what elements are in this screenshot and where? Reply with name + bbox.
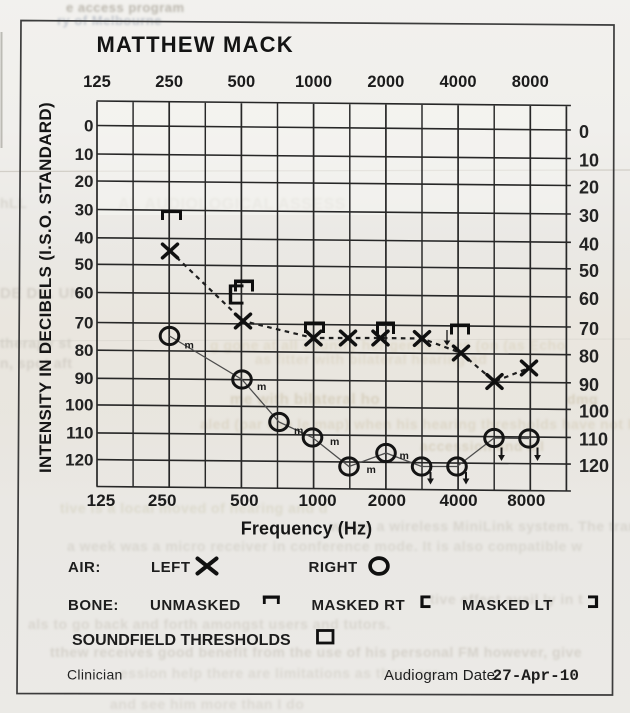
svg-text:40: 40 (75, 229, 94, 248)
svg-text:60: 60 (579, 289, 599, 309)
svg-text:m: m (330, 436, 339, 448)
svg-text:tive effect avail ly in t: tive effect avail ly in t (430, 591, 583, 607)
svg-text:AIR:: AIR: (68, 559, 101, 576)
svg-text:10: 10 (75, 145, 94, 164)
svg-text:m: m (257, 381, 266, 393)
svg-text:500: 500 (227, 73, 255, 91)
svg-text:50: 50 (75, 255, 94, 274)
svg-text:70: 70 (75, 313, 94, 332)
svg-text:1000: 1000 (295, 73, 332, 91)
svg-text:40: 40 (579, 234, 599, 254)
svg-text:DE DR. UNI: DE DR. UNI (0, 285, 86, 302)
svg-text:0: 0 (579, 122, 589, 142)
svg-text:aled (par can le map) when his: aled (par can le map) when his hearing t… (200, 416, 630, 432)
svg-text:4000: 4000 (439, 491, 477, 510)
svg-text:als to go back and forth among: als to go back and forth amongst users a… (28, 616, 391, 632)
svg-text:90: 90 (579, 375, 599, 395)
svg-text:Audiogram Date: Audiogram Date (384, 667, 495, 684)
svg-text:tthew receives good benefit fr: tthew receives good benefit from the use… (50, 644, 582, 660)
svg-text:250: 250 (148, 491, 177, 510)
svg-text:RIGHT: RIGHT (309, 559, 358, 576)
svg-text:hLL: hLL (0, 195, 27, 211)
svg-text:and see him more than I do: and see him more than I do (110, 696, 304, 712)
svg-text:120: 120 (579, 456, 609, 476)
svg-text:tive is a local moved of heari: tive is a local moved of hearing and d (60, 500, 328, 516)
svg-text:MASKED LT: MASKED LT (462, 597, 553, 614)
svg-text:ession help there are limitati: ession help there are limitations as the… (120, 665, 439, 681)
svg-text:60: 60 (75, 283, 94, 302)
svg-text:2000: 2000 (367, 73, 404, 91)
svg-text:125: 125 (83, 73, 111, 91)
svg-text:m: m (367, 464, 376, 476)
svg-text:80: 80 (579, 347, 599, 367)
svg-text:20: 20 (75, 172, 94, 191)
svg-text:BONE:: BONE: (68, 597, 119, 614)
svg-text:m: m (185, 340, 194, 352)
svg-text:4000: 4000 (440, 73, 477, 91)
svg-text:MATTHEW MACK: MATTHEW MACK (97, 32, 294, 57)
svg-text:SOUNDFIELD THRESHOLDS: SOUNDFIELD THRESHOLDS (72, 632, 291, 649)
svg-text:90: 90 (75, 369, 94, 388)
svg-text:1000: 1000 (298, 491, 336, 510)
svg-text:wears a wireless MiniLink syst: wears a wireless MiniLink system. The tr… (329, 518, 630, 534)
svg-text:LEFT: LEFT (151, 559, 191, 576)
svg-text:INTENSITY IN DECIBELS (I.S.O.: INTENSITY IN DECIBELS (I.S.O. STANDARD) (36, 102, 55, 473)
svg-text:dmg: dmg (567, 391, 598, 407)
svg-text:27-Apr-10: 27-Apr-10 (493, 667, 579, 685)
svg-text:125: 125 (87, 491, 116, 510)
svg-text:n, spot aft: n, spot aft (0, 355, 72, 371)
svg-text:80: 80 (75, 341, 94, 360)
svg-text:m: m (400, 450, 409, 462)
svg-text:250: 250 (155, 73, 183, 91)
svg-text:20: 20 (579, 178, 599, 198)
svg-text:8000: 8000 (507, 491, 545, 510)
svg-text:e access program: e access program (66, 0, 185, 15)
svg-text:50: 50 (579, 261, 599, 281)
svg-text:100: 100 (65, 396, 93, 415)
svg-text:me with bilateral ho: me with bilateral ho (230, 391, 380, 408)
svg-text:therapy st: therapy st (0, 335, 72, 351)
svg-text:m: m (294, 425, 303, 437)
svg-text:0: 0 (84, 116, 93, 135)
svg-text:10: 10 (579, 151, 599, 171)
svg-text:120: 120 (65, 450, 93, 469)
svg-text:Clinician: Clinician (67, 667, 123, 683)
svg-text:30: 30 (75, 200, 94, 219)
svg-text:accession and all: accession and all (420, 438, 544, 454)
svg-text:110: 110 (579, 429, 608, 449)
svg-text:Frequency (Hz): Frequency (Hz) (241, 519, 372, 539)
svg-text:a week was a micro receiver in: a week was a micro receiver in conferenc… (67, 538, 583, 554)
svg-text:500: 500 (230, 491, 259, 510)
svg-text:8000: 8000 (512, 73, 549, 91)
svg-text:30: 30 (579, 206, 599, 226)
svg-text:110: 110 (66, 424, 93, 443)
svg-text:70: 70 (579, 319, 599, 339)
svg-text:100: 100 (579, 401, 609, 421)
svg-text:MASKED RT: MASKED RT (312, 597, 406, 614)
svg-text:UNMASKED: UNMASKED (150, 597, 241, 614)
svg-text:2000: 2000 (368, 491, 406, 510)
